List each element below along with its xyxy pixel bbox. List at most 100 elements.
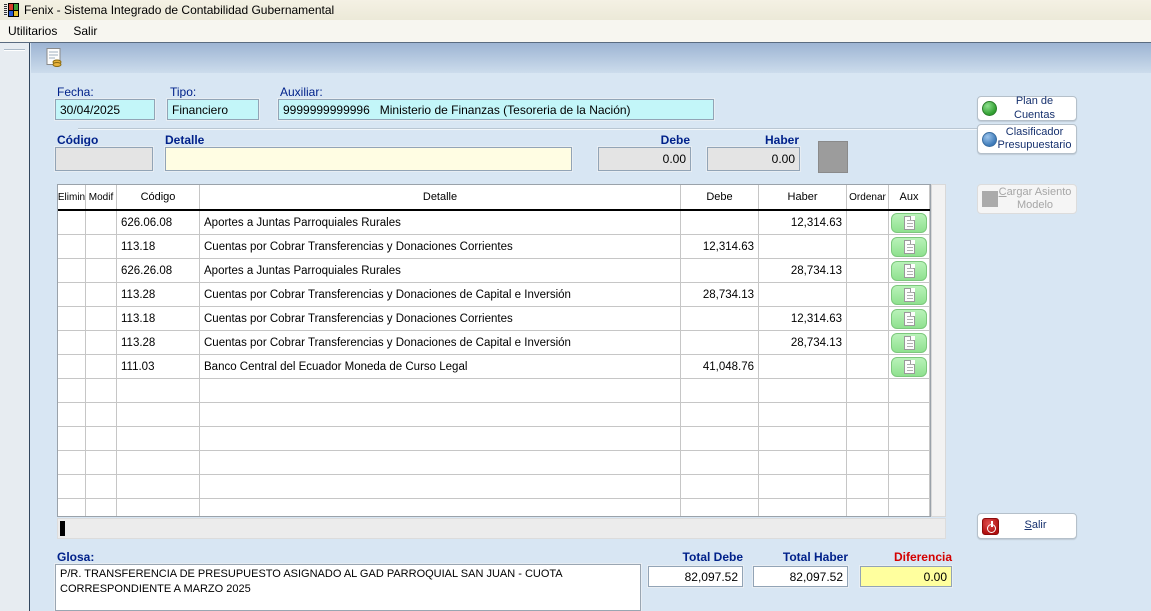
plan-de-cuentas-label: Plan de Cuentas	[997, 95, 1072, 121]
cell-modif[interactable]	[86, 331, 117, 354]
menu-utilitarios[interactable]: Utilitarios	[0, 22, 65, 40]
cell-elimin	[58, 403, 86, 426]
document-icon	[904, 216, 915, 230]
cell-ordenar	[847, 475, 889, 498]
cargar-asiento-modelo-button[interactable]: Cargar Asiento Modelo	[977, 184, 1077, 214]
salir-label: Salir	[999, 519, 1072, 532]
cell-elimin[interactable]	[58, 259, 86, 282]
cell-ordenar[interactable]	[847, 283, 889, 306]
cell-codigo: 113.28	[117, 331, 200, 354]
grid-header: Elimin Modif Código Detalle Debe Haber O…	[58, 185, 930, 211]
cell-elimin	[58, 499, 86, 517]
cell-codigo: 113.18	[117, 235, 200, 258]
separator-line	[78, 128, 986, 130]
cell-debe: 28,734.13	[681, 283, 759, 306]
application-window: Fenix - Sistema Integrado de Contabilida…	[0, 0, 1151, 611]
aux-button[interactable]	[891, 309, 927, 329]
cell-debe	[681, 499, 759, 517]
cell-haber	[759, 235, 847, 258]
cell-detalle: Cuentas por Cobrar Transferencias y Dona…	[200, 235, 681, 258]
table-row: 626.06.08Aportes a Juntas Parroquiales R…	[58, 211, 930, 235]
cell-ordenar[interactable]	[847, 307, 889, 330]
cell-elimin[interactable]	[58, 355, 86, 378]
tipo-input[interactable]: Financiero	[167, 99, 259, 120]
aux-button[interactable]	[891, 357, 927, 377]
cell-haber	[759, 499, 847, 517]
debe-input[interactable]: 0.00	[598, 147, 691, 171]
gray-square-icon	[982, 191, 998, 207]
aux-button[interactable]	[891, 285, 927, 305]
cell-haber: 12,314.63	[759, 211, 847, 234]
cell-ordenar[interactable]	[847, 235, 889, 258]
cell-modif[interactable]	[86, 283, 117, 306]
window-title: Fenix - Sistema Integrado de Contabilida…	[24, 3, 334, 17]
cell-codigo: 113.28	[117, 283, 200, 306]
cell-detalle: Aportes a Juntas Parroquiales Rurales	[200, 259, 681, 282]
document-icon	[904, 336, 915, 350]
cell-aux	[889, 379, 930, 402]
cell-haber	[759, 403, 847, 426]
cell-codigo	[117, 379, 200, 402]
app-icon	[4, 3, 19, 17]
cell-modif	[86, 451, 117, 474]
menu-salir[interactable]: Salir	[65, 22, 105, 40]
diferencia-value: 0.00	[860, 566, 952, 587]
fecha-label: Fecha:	[57, 85, 94, 99]
glosa-textarea[interactable]: P/R. TRANSFERENCIA DE PRESUPUESTO ASIGNA…	[55, 564, 641, 611]
cell-debe	[681, 427, 759, 450]
auxiliar-label: Auxiliar:	[280, 85, 323, 99]
add-row-button[interactable]	[818, 141, 848, 173]
aux-button[interactable]	[891, 333, 927, 353]
table-row-empty	[58, 403, 930, 427]
salir-button[interactable]: Salir	[977, 513, 1077, 539]
aux-button[interactable]	[891, 213, 927, 233]
cell-elimin[interactable]	[58, 307, 86, 330]
splitter-grip-icon	[4, 49, 25, 51]
cell-aux	[889, 451, 930, 474]
document-coins-icon[interactable]	[46, 48, 64, 68]
cell-codigo	[117, 475, 200, 498]
fecha-input[interactable]: 30/04/2025	[55, 99, 155, 120]
cell-elimin[interactable]	[58, 331, 86, 354]
plan-de-cuentas-button[interactable]: Plan de Cuentas	[977, 96, 1077, 121]
power-icon	[982, 518, 999, 535]
cell-elimin[interactable]	[58, 235, 86, 258]
cell-modif[interactable]	[86, 307, 117, 330]
cell-debe: 12,314.63	[681, 235, 759, 258]
cell-modif[interactable]	[86, 235, 117, 258]
cell-ordenar[interactable]	[847, 331, 889, 354]
cell-aux	[889, 235, 930, 258]
codigo-input[interactable]	[55, 147, 153, 171]
total-haber-value: 82,097.52	[753, 566, 848, 587]
total-debe-label: Total Debe	[648, 550, 743, 564]
cell-ordenar[interactable]	[847, 211, 889, 234]
cell-aux	[889, 259, 930, 282]
cell-modif[interactable]	[86, 211, 117, 234]
cell-haber	[759, 355, 847, 378]
vertical-scrollbar[interactable]	[931, 184, 946, 517]
left-splitter-panel[interactable]	[0, 43, 30, 611]
cell-haber: 12,314.63	[759, 307, 847, 330]
cell-detalle	[200, 499, 681, 517]
cell-elimin[interactable]	[58, 211, 86, 234]
cell-detalle	[200, 475, 681, 498]
cell-detalle	[200, 451, 681, 474]
auxiliar-input[interactable]: 9999999999996 Ministerio de Finanzas (Te…	[278, 99, 714, 120]
aux-button[interactable]	[891, 237, 927, 257]
cell-ordenar	[847, 451, 889, 474]
cell-detalle	[200, 403, 681, 426]
scrollbar-thumb-icon[interactable]	[60, 521, 65, 536]
detalle-input[interactable]	[165, 147, 572, 171]
clasificador-presupuestario-button[interactable]: Clasificador Presupuestario	[977, 124, 1077, 154]
cell-modif[interactable]	[86, 259, 117, 282]
cell-ordenar[interactable]	[847, 355, 889, 378]
col-header-detalle: Detalle	[200, 185, 681, 209]
cell-modif[interactable]	[86, 355, 117, 378]
cell-detalle: Aportes a Juntas Parroquiales Rurales	[200, 211, 681, 234]
green-sphere-icon	[982, 101, 997, 116]
cell-elimin[interactable]	[58, 283, 86, 306]
cell-ordenar[interactable]	[847, 259, 889, 282]
aux-button[interactable]	[891, 261, 927, 281]
horizontal-scrollbar[interactable]	[57, 518, 946, 539]
haber-input[interactable]: 0.00	[707, 147, 800, 171]
